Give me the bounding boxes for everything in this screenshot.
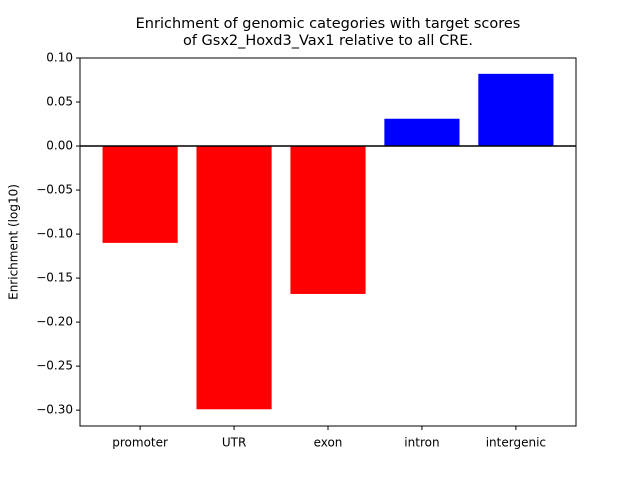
x-tick-label: promoter [112,436,168,450]
y-tick-label: −0.20 [36,315,73,329]
y-tick-label: −0.25 [36,359,73,373]
y-tick-label: 0.00 [46,139,73,153]
x-tick-label: intergenic [486,436,546,450]
axes-frame [79,57,577,427]
bar [196,146,272,410]
y-tick-label: −0.10 [36,227,73,241]
x-tick-label: UTR [222,436,246,450]
y-tick-label: −0.05 [36,183,73,197]
x-tick-label: exon [314,436,343,450]
bar [384,118,460,147]
y-tick-label: −0.15 [36,271,73,285]
y-axis-label: Enrichment (log10) [7,184,21,300]
bar [102,146,178,243]
chart-title: Enrichment of genomic categories with ta… [135,16,521,49]
y-tick-label: 0.05 [46,95,73,109]
y-tick-label: −0.30 [36,403,73,417]
bar [478,73,554,147]
y-tick-label: 0.10 [46,51,73,65]
x-tick-label: intron [404,436,439,450]
bar [290,146,366,294]
